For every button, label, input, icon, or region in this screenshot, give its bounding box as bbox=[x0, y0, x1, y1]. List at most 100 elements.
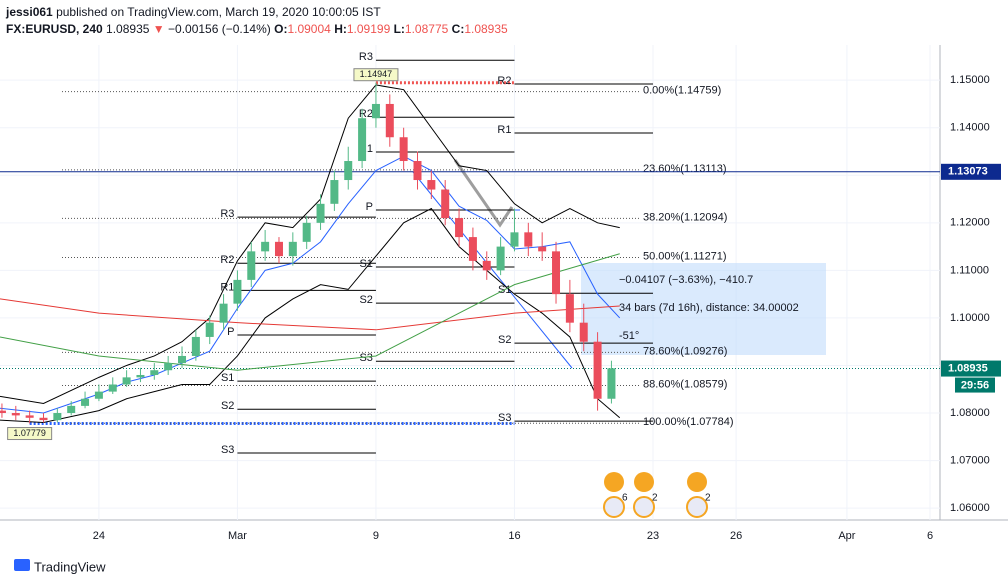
candle bbox=[482, 251, 491, 280]
pivot-label: P bbox=[227, 326, 234, 338]
candle-body bbox=[81, 398, 90, 406]
c-label: C: bbox=[451, 22, 465, 36]
candle bbox=[371, 82, 380, 128]
candle-body bbox=[205, 322, 214, 337]
candle bbox=[399, 127, 408, 171]
logo bbox=[14, 559, 30, 571]
event-icon bbox=[687, 472, 707, 492]
candle-body bbox=[358, 118, 367, 162]
y-tick-label: 1.11000 bbox=[950, 264, 989, 276]
candle bbox=[150, 363, 159, 380]
candle bbox=[510, 208, 519, 252]
pivot-label: R1 bbox=[220, 281, 234, 293]
event-icon bbox=[604, 472, 624, 492]
candle bbox=[427, 170, 436, 200]
candle bbox=[205, 315, 214, 345]
candle-body bbox=[0, 410, 6, 414]
x-tick-label: 6 bbox=[927, 530, 933, 542]
candle bbox=[579, 303, 588, 352]
candle-body bbox=[25, 415, 34, 418]
header-line: FX:EURUSD, 240 1.08935 ▼ −0.00156 (−0.14… bbox=[6, 21, 508, 38]
candle bbox=[468, 227, 477, 271]
candle bbox=[413, 151, 422, 190]
candle-body bbox=[524, 232, 533, 247]
c-value: 1.08935 bbox=[464, 22, 508, 36]
x-tick-label: 23 bbox=[647, 530, 659, 542]
candle-body bbox=[178, 355, 187, 364]
footer: TradingView bbox=[34, 559, 106, 574]
candle bbox=[191, 329, 200, 361]
pivot-label: S2 bbox=[221, 400, 234, 412]
arrow-drawing bbox=[453, 159, 514, 228]
candle-body bbox=[94, 391, 103, 399]
y-tick-label: 1.15000 bbox=[950, 74, 990, 86]
candle-body bbox=[261, 241, 270, 252]
arrow: ▼ bbox=[152, 22, 165, 36]
candle bbox=[524, 222, 533, 257]
l-value: 1.08775 bbox=[404, 22, 449, 36]
candle bbox=[344, 146, 353, 190]
candle-body bbox=[565, 294, 574, 323]
candle-body bbox=[316, 203, 325, 223]
indicator-line bbox=[0, 298, 620, 331]
pivot-label: S3 bbox=[498, 412, 511, 424]
candle-body bbox=[136, 374, 145, 378]
measure-text: −0.04107 (−3.63%), −410.7 bbox=[619, 274, 753, 286]
price-box-label: 1.08935 bbox=[948, 362, 988, 374]
candle-body bbox=[538, 246, 547, 252]
candle-body bbox=[482, 260, 491, 271]
y-tick-label: 1.08000 bbox=[950, 407, 990, 419]
h-label: H: bbox=[334, 22, 347, 36]
candle-body bbox=[67, 405, 76, 414]
x-tick-label: 26 bbox=[730, 530, 742, 542]
x-tick-label: 16 bbox=[508, 530, 520, 542]
trend-line bbox=[412, 171, 573, 369]
candle-body bbox=[191, 336, 200, 356]
candle-body bbox=[455, 218, 464, 238]
pivot-label: S2 bbox=[498, 334, 511, 346]
candle bbox=[247, 241, 256, 288]
candle bbox=[108, 377, 117, 394]
candle-body bbox=[39, 417, 48, 421]
extreme-label: 1.14947 bbox=[360, 69, 393, 79]
fib-label: 0.00%(1.14759) bbox=[643, 85, 721, 97]
pivot-label: S1 bbox=[359, 258, 372, 270]
event-count: 6 bbox=[622, 493, 628, 504]
candle-body bbox=[579, 322, 588, 342]
symbol: FX:EURUSD, 240 bbox=[6, 22, 103, 36]
candle bbox=[538, 232, 547, 261]
candle bbox=[302, 215, 311, 249]
candle-body bbox=[427, 180, 436, 190]
candle-body bbox=[108, 384, 117, 392]
pivot-label: R3 bbox=[359, 51, 373, 63]
candle bbox=[607, 360, 616, 404]
measure-box bbox=[581, 263, 826, 355]
candle bbox=[330, 170, 339, 211]
candle bbox=[358, 108, 367, 169]
pivot-label: R3 bbox=[220, 208, 234, 220]
y-tick-label: 1.14000 bbox=[950, 122, 990, 134]
pivot-label: R2 bbox=[497, 75, 511, 87]
candle bbox=[261, 229, 270, 261]
candle bbox=[219, 294, 228, 330]
candle-body bbox=[247, 251, 256, 280]
candle bbox=[496, 237, 505, 276]
candle-body bbox=[53, 413, 62, 421]
y-tick-label: 1.06000 bbox=[950, 502, 990, 514]
event-icon bbox=[686, 496, 708, 518]
indicator-line bbox=[0, 253, 620, 371]
price-box bbox=[941, 360, 1001, 377]
candle-body bbox=[288, 241, 297, 257]
candle bbox=[0, 403, 6, 418]
header-line: jessi061 published on TradingView.com, M… bbox=[6, 4, 508, 21]
measure-text: -51° bbox=[619, 330, 639, 342]
candle-body bbox=[150, 370, 159, 375]
candle-body bbox=[219, 303, 228, 323]
candle-body bbox=[11, 413, 20, 416]
last: 1.08935 bbox=[106, 22, 150, 36]
pivot-label: S1 bbox=[221, 372, 234, 384]
candle-body bbox=[233, 279, 242, 304]
indicator-line bbox=[0, 207, 621, 424]
o-value: 1.09004 bbox=[287, 22, 331, 36]
